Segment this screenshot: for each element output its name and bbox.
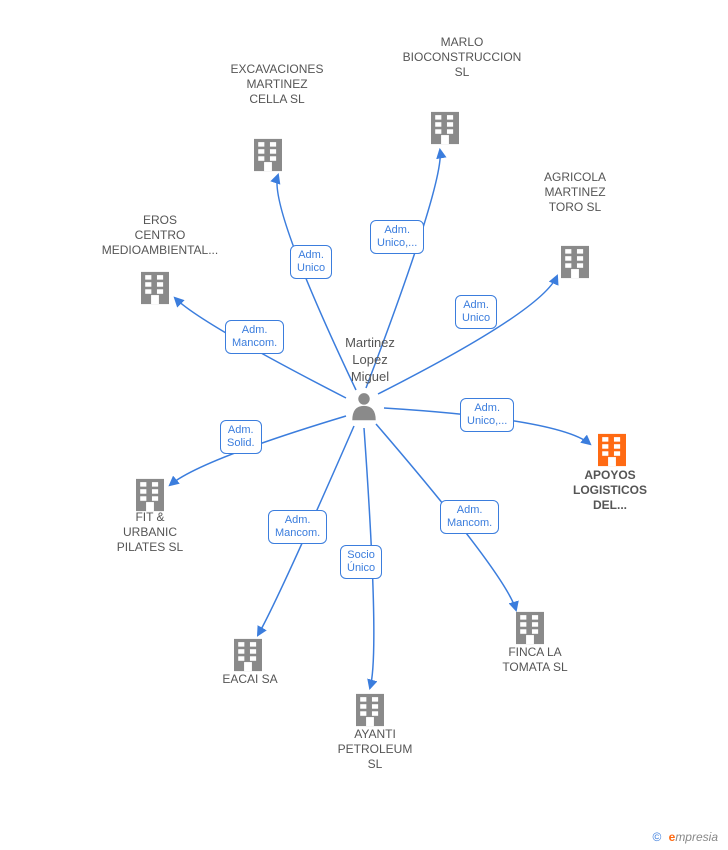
footer-credit: © empresia: [652, 830, 718, 844]
company-label[interactable]: EXCAVACIONES MARTINEZ CELLA SL: [222, 62, 332, 107]
company-label[interactable]: APOYOS LOGISTICOS DEL...: [560, 468, 660, 513]
brand-rest: mpresia: [675, 830, 718, 844]
company-building-icon[interactable]: [141, 272, 169, 304]
center-label: Martinez Lopez Miguel: [335, 335, 405, 386]
company-building-icon[interactable]: [234, 639, 262, 671]
relationship-label: Adm. Mancom.: [440, 500, 499, 534]
company-label[interactable]: EACAI SA: [215, 672, 285, 687]
company-label[interactable]: AGRICOLA MARTINEZ TORO SL: [530, 170, 620, 215]
company-label[interactable]: FINCA LA TOMATA SL: [490, 645, 580, 675]
company-building-icon[interactable]: [516, 612, 544, 644]
relationship-label: Adm. Unico: [455, 295, 497, 329]
relationship-label: Adm. Mancom.: [225, 320, 284, 354]
company-label[interactable]: AYANTI PETROLEUM SL: [330, 727, 420, 772]
relationship-label: Adm. Unico,...: [370, 220, 424, 254]
relationship-label: Adm. Unico: [290, 245, 332, 279]
relationship-label: Adm. Mancom.: [268, 510, 327, 544]
company-label[interactable]: FIT & URBANIC PILATES SL: [110, 510, 190, 555]
company-building-icon[interactable]: [561, 246, 589, 278]
relationship-label: Adm. Unico,...: [460, 398, 514, 432]
relationship-label: Adm. Solid.: [220, 420, 262, 454]
company-building-icon[interactable]: [136, 479, 164, 511]
company-building-icon[interactable]: [431, 112, 459, 144]
relationship-label: Socio Único: [340, 545, 382, 579]
company-label[interactable]: EROS CENTRO MEDIOAMBIENTAL...: [95, 213, 225, 258]
diagram-canvas: [0, 0, 728, 850]
company-label[interactable]: MARLO BIOCONSTRUCCION SL: [397, 35, 527, 80]
company-building-icon[interactable]: [254, 139, 282, 171]
company-building-icon[interactable]: [598, 434, 626, 466]
company-building-icon[interactable]: [356, 694, 384, 726]
center-person-icon: [352, 393, 375, 420]
copyright-symbol: ©: [652, 830, 661, 844]
